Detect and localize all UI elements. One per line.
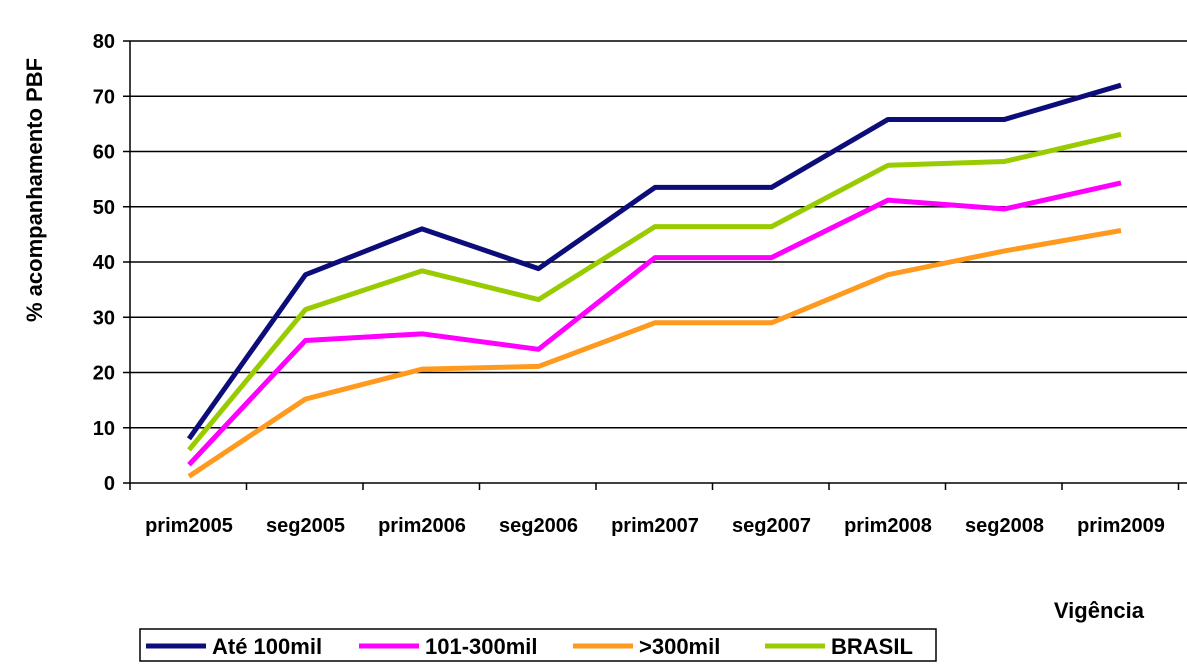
x-tick-label: prim2008 [844, 515, 932, 537]
x-tick-label: prim2006 [378, 515, 466, 537]
y-tick-label: 10 [93, 418, 115, 440]
y-tick-label: 70 [93, 86, 115, 108]
y-tick-label: 30 [93, 307, 115, 329]
x-tick-label: seg2006 [499, 515, 578, 537]
axes [123, 40, 1187, 490]
series-line-1 [187, 180, 1122, 467]
legend-label: BRASIL [831, 634, 913, 659]
y-tick-label: 80 [93, 31, 115, 53]
x-tick-label: seg2007 [732, 515, 811, 537]
y-tick-label: 40 [93, 252, 115, 274]
x-tick-label: prim2007 [611, 515, 699, 537]
series-line-2 [187, 228, 1122, 479]
x-tick-label: prim2005 [145, 515, 233, 537]
y-tick-labels: 0 10 20 30 40 50 60 70 80 [93, 31, 115, 495]
y-axis-title: % acompanhamento PBF [22, 58, 47, 322]
legend-label: 101-300mil [425, 634, 538, 659]
series-line-0 [186, 82, 1122, 441]
legend-items: Até 100mil 101-300mil >300mil BRASIL [146, 634, 913, 659]
legend-label: Até 100mil [212, 634, 322, 659]
x-tick-label: prim2009 [1077, 515, 1165, 537]
x-tick-label: seg2005 [266, 515, 345, 537]
legend-label: >300mil [639, 634, 720, 659]
y-tick-label: 50 [93, 197, 115, 219]
y-tick-label: 60 [93, 142, 115, 164]
y-tick-label: 20 [93, 363, 115, 385]
series-line-3 [187, 131, 1122, 452]
series-lines [186, 82, 1122, 479]
gridlines [130, 40, 1187, 429]
x-axis-title: Vigência [1054, 598, 1145, 623]
y-tick-label: 0 [104, 473, 115, 495]
x-tick-labels: prim2005 seg2005 prim2006 seg2006 prim2007 se… [145, 515, 1165, 537]
x-tick-label: seg2008 [965, 515, 1044, 537]
legend: Até 100mil 101-300mil >300mil BRASIL [139, 628, 937, 662]
